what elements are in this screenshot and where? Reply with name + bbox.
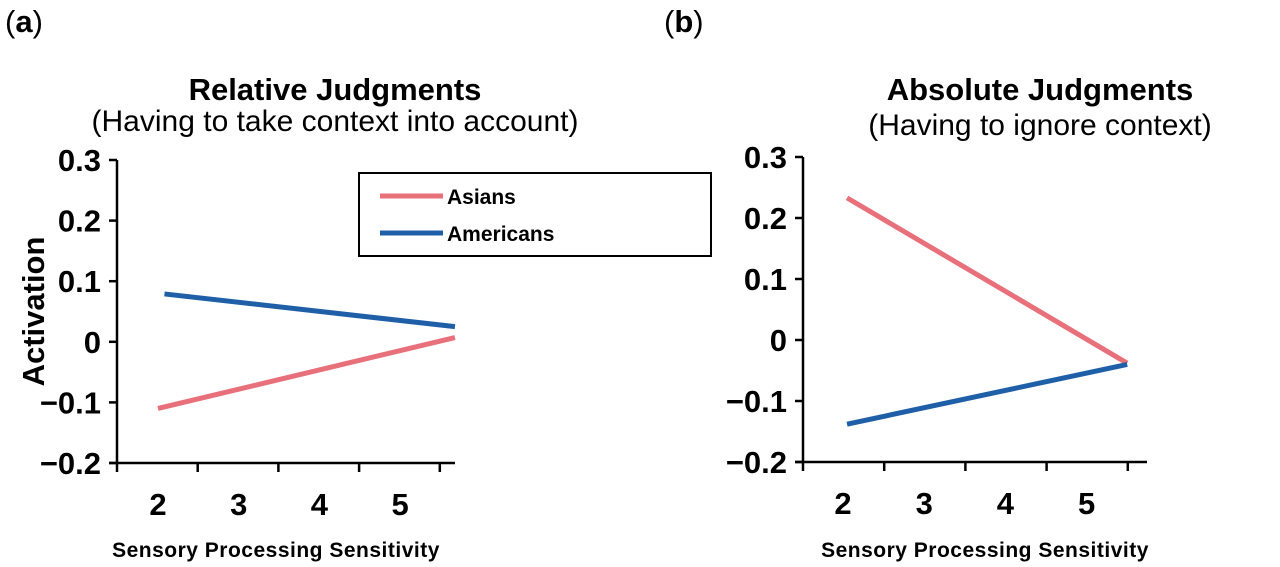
legend-label: Asians (447, 186, 516, 209)
x-tick-label: 4 (997, 486, 1015, 521)
chart-title: Absolute Judgments (887, 72, 1194, 107)
x-tick-label: 5 (1078, 486, 1095, 521)
legend-label: Americans (447, 223, 554, 246)
x-tick-label: 2 (834, 486, 851, 521)
panel-label: (b) (664, 4, 704, 39)
x-tick-label: 3 (230, 487, 247, 522)
y-tick-label: 0.2 (58, 204, 101, 239)
y-tick-label: −0.2 (40, 446, 101, 481)
series-line-asians (845, 195, 1129, 366)
series-line-americans (846, 361, 1128, 427)
panel-letter: a (15, 4, 33, 39)
x-tick-label: 3 (916, 486, 933, 521)
y-tick-label: 0.1 (58, 264, 101, 299)
y-tick-label: 0.2 (744, 201, 787, 236)
panel-label: (a) (5, 4, 43, 39)
legend: Asians Americans (358, 172, 712, 257)
y-tick-label: 0.1 (744, 262, 787, 297)
x-tick-label: 5 (391, 487, 408, 522)
y-tick-label: 0 (84, 325, 101, 360)
x-axis-label: Sensory Processing Sensitivity (821, 539, 1149, 562)
panel-b: (b) Absolute Judgments(Having to ignore c… (664, 4, 1212, 562)
x-axis-label: Sensory Processing Sensitivity (112, 539, 440, 562)
y-tick-label: −0.1 (726, 384, 787, 419)
chart-subtitle: (Having to ignore context) (868, 109, 1212, 142)
x-tick-label: 2 (149, 487, 166, 522)
y-tick-label: −0.2 (726, 445, 787, 480)
y-tick-label: 0 (770, 323, 787, 358)
x-tick-label: 4 (311, 487, 329, 522)
panel-a: (a) Relative Judgments(Having to take con… (5, 4, 712, 562)
panel-letter: b (674, 4, 693, 39)
series-line-asians (157, 335, 456, 411)
series-line-americans (164, 291, 456, 330)
y-axis-label: Activation (16, 237, 51, 387)
y-tick-label: 0.3 (744, 140, 787, 175)
legend-box (358, 172, 712, 257)
chart-subtitle: (Having to take context into account) (92, 105, 579, 138)
y-tick-label: −0.1 (40, 385, 101, 420)
chart-title: Relative Judgments (189, 72, 482, 107)
y-tick-label: 0.3 (58, 143, 101, 178)
